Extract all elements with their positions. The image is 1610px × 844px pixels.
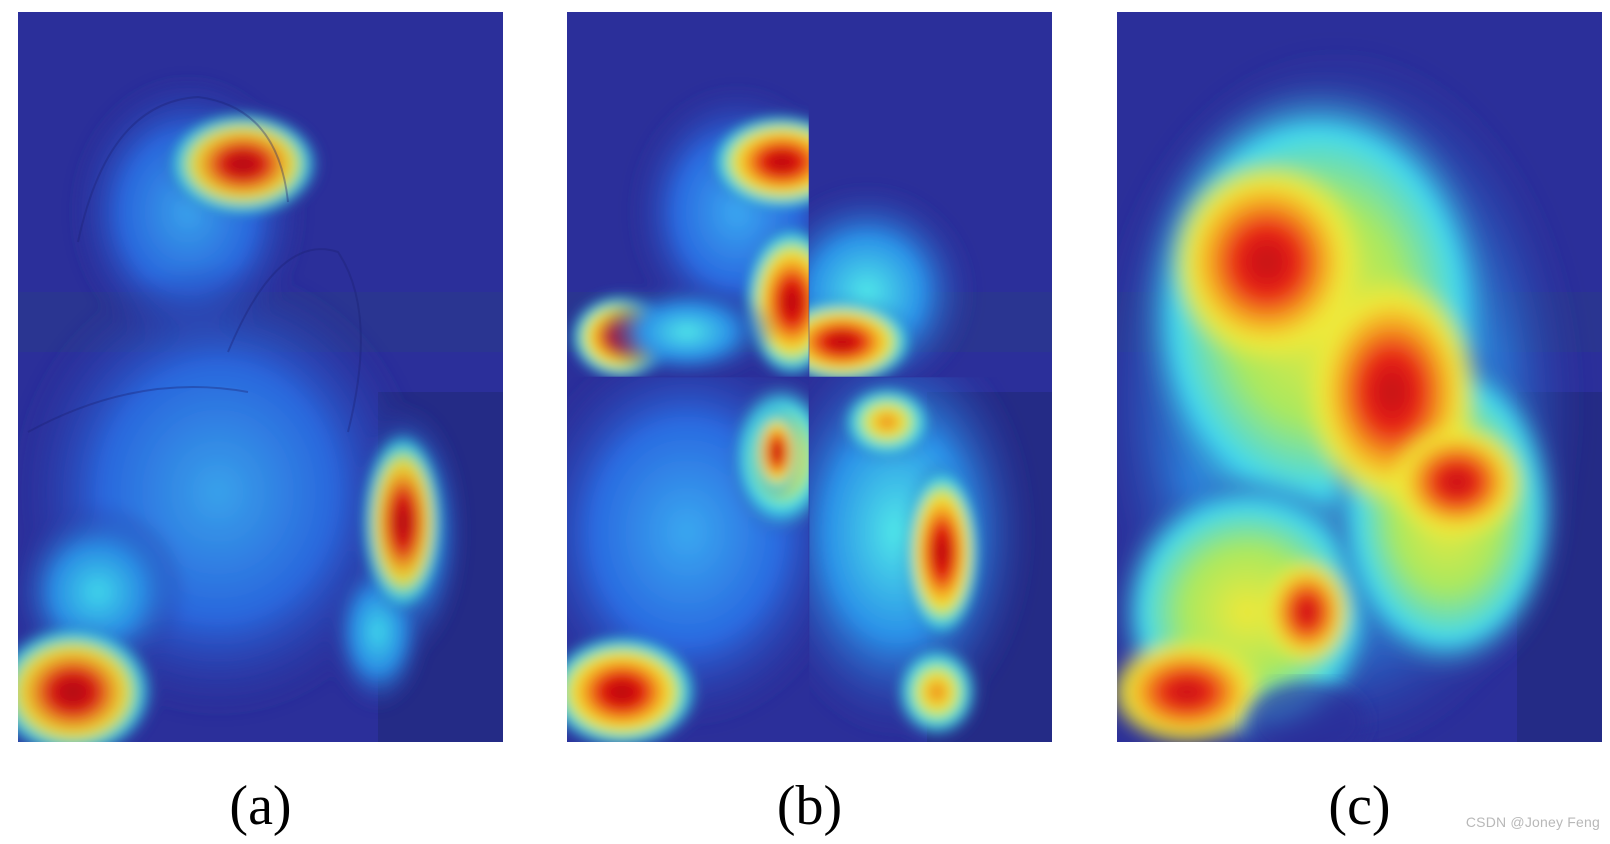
watermark: CSDN @Joney Feng — [1465, 814, 1600, 830]
caption-c: (c) — [1328, 775, 1391, 837]
heatmap-overlay-c — [1117, 12, 1602, 742]
caption-a: (a) — [229, 775, 292, 837]
heatmap-overlay-a — [18, 12, 503, 742]
heatmap-panel-a — [18, 12, 503, 742]
caption-b: (b) — [776, 775, 843, 837]
heatmap-panel-b — [567, 12, 1052, 742]
heatmap-overlay-b — [567, 12, 1052, 742]
heatmap-panel-c — [1117, 12, 1602, 742]
